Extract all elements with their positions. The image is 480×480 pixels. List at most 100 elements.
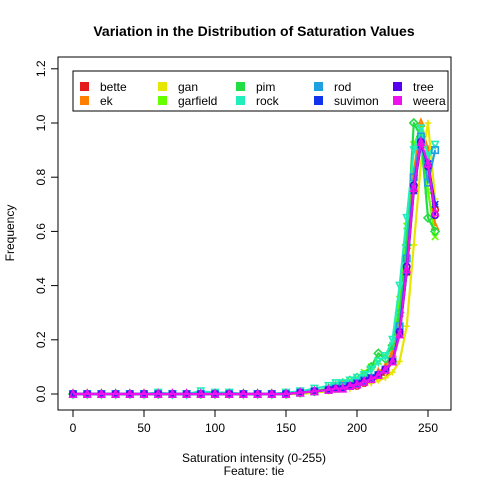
data-point — [395, 328, 405, 339]
data-point — [360, 376, 368, 385]
y-tick-label: 0.4 — [34, 277, 48, 294]
legend-swatch-tree — [393, 82, 402, 91]
y-tick-label: 0.6 — [34, 223, 48, 240]
data-point — [396, 358, 403, 365]
data-point — [402, 213, 412, 224]
y-tick-label: 0.2 — [34, 331, 48, 348]
data-point — [139, 388, 149, 399]
series-weera — [68, 136, 440, 399]
data-point — [373, 357, 383, 368]
data-point — [402, 263, 412, 274]
data-point — [388, 355, 397, 366]
data-point — [345, 376, 355, 387]
legend-swatch-suvimon — [314, 96, 323, 105]
data-point — [423, 157, 433, 168]
data-point — [431, 146, 440, 155]
x-tick-label: 150 — [276, 421, 296, 435]
y-tick-label: 1.2 — [34, 60, 48, 77]
data-point — [416, 124, 426, 135]
y-tick-label: 1.0 — [34, 114, 48, 131]
data-point — [309, 385, 319, 396]
data-point — [324, 384, 334, 394]
legend-label-pim: pim — [256, 80, 275, 94]
data-point — [238, 388, 248, 399]
data-point — [373, 348, 384, 359]
legend-label-rock: rock — [256, 94, 280, 108]
data-point — [416, 117, 426, 127]
data-point — [366, 365, 376, 376]
data-point — [409, 182, 419, 193]
legend-swatch-bette — [80, 82, 89, 91]
data-point — [345, 380, 355, 390]
legend-label-suvimon: suvimon — [334, 94, 379, 108]
data-point — [416, 136, 426, 146]
x-tick-label: 250 — [418, 421, 438, 435]
legend-box — [72, 70, 449, 112]
data-point — [153, 388, 163, 399]
data-point — [431, 200, 439, 209]
data-point — [267, 388, 277, 399]
data-point — [182, 388, 192, 399]
legend-swatch-pim — [236, 82, 245, 91]
data-point — [111, 388, 121, 399]
data-point — [389, 369, 396, 376]
legend-swatch-rod — [314, 82, 323, 91]
data-point — [224, 388, 234, 399]
data-point — [373, 369, 383, 380]
data-point — [196, 388, 206, 399]
legend-label-bette: bette — [100, 80, 127, 94]
data-point — [395, 281, 405, 292]
data-point — [359, 376, 369, 386]
data-point — [338, 382, 348, 393]
data-point — [331, 379, 341, 389]
x-tick-label: 50 — [137, 421, 151, 435]
data-point — [366, 373, 376, 384]
data-point — [281, 388, 291, 399]
legend-swatch-ek — [80, 96, 89, 105]
chart-subtitle: Feature: tie — [224, 464, 285, 478]
x-axis-label: Saturation intensity (0-255) — [182, 451, 326, 465]
data-point — [422, 212, 434, 223]
data-point — [409, 146, 419, 156]
data-point — [295, 386, 305, 397]
data-point — [125, 388, 135, 399]
data-point — [403, 323, 410, 330]
legend-label-weera: weera — [412, 94, 446, 108]
x-tick-label: 200 — [347, 421, 367, 435]
data-point — [380, 363, 390, 374]
y-axis: 0.0 0.2 0.4 0.6 0.8 1.0 1.2 — [34, 60, 59, 402]
data-point — [382, 374, 389, 381]
x-tick-label: 100 — [205, 421, 225, 435]
chart-title: Variation in the Distribution of Saturat… — [93, 23, 414, 39]
legend-label-rod: rod — [334, 80, 351, 94]
data-point — [352, 378, 362, 389]
y-tick-label: 0.0 — [34, 385, 48, 402]
data-point — [82, 388, 92, 399]
data-point — [210, 388, 220, 399]
data-point — [431, 233, 439, 241]
data-point — [167, 388, 177, 399]
data-point — [96, 388, 106, 399]
x-tick-label: 0 — [70, 421, 77, 435]
legend-label-garfield: garfield — [178, 94, 217, 108]
y-tick-label: 0.8 — [34, 169, 48, 186]
legend-swatch-weera — [393, 96, 402, 105]
data-point — [367, 373, 375, 382]
data-point — [359, 371, 369, 381]
data-point — [331, 382, 341, 393]
legend-label-ek: ek — [100, 94, 114, 108]
data-point — [353, 379, 361, 387]
data-point — [430, 140, 440, 151]
legend-swatch-gan — [158, 82, 167, 91]
x-axis: 0 50 100 150 200 250 — [70, 409, 438, 435]
series-layer — [67, 117, 441, 400]
data-point — [380, 352, 390, 362]
data-point — [388, 335, 397, 346]
legend-swatch-garfield — [158, 96, 167, 105]
data-point — [429, 226, 441, 237]
data-point — [68, 388, 78, 399]
data-point — [424, 119, 432, 127]
data-point — [352, 373, 362, 384]
